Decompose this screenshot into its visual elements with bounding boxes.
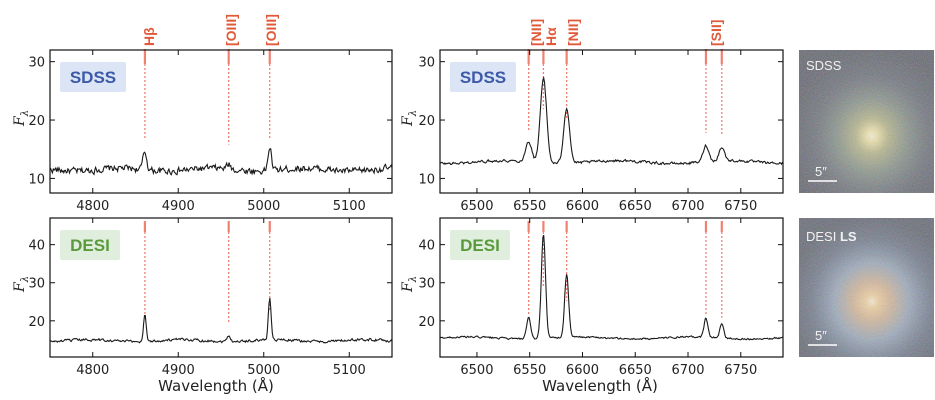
x-tick-label: 5100 [333, 363, 366, 378]
survey-badge [60, 62, 126, 92]
x-tick-label: 6600 [566, 199, 599, 214]
sdss-galaxy-image: SDSS 5″ [799, 50, 934, 193]
x-tick-label: 5000 [247, 199, 280, 214]
x-axis-label-right: Wavelength (Å) [542, 376, 658, 395]
line-label-oiii-4959: [OIII] [223, 14, 239, 46]
x-tick-label: 6650 [619, 199, 652, 214]
y-tick-label: 40 [28, 239, 45, 254]
sdss-image-label: SDSS [806, 58, 842, 73]
x-tick-label: 6550 [513, 199, 546, 214]
panel-desi-blue: DESI 4800 4900 5000 5100 20 30 40 [28, 217, 393, 378]
survey-badge [60, 230, 120, 260]
survey-badge-label: DESI [460, 236, 500, 255]
y-tick-label: 30 [418, 277, 435, 292]
x-tick-label: 6600 [566, 363, 599, 378]
x-tick-label: 4800 [76, 363, 109, 378]
x-tick-label: 6550 [513, 363, 546, 378]
survey-badge-label: DESI [70, 236, 110, 255]
y-axis-label-top-right: Fλ [400, 110, 419, 127]
desi-ls-galaxy-image: DESI LS 5″ [799, 218, 934, 357]
y-tick-label: 40 [418, 239, 435, 254]
x-tick-label: 5100 [333, 199, 366, 214]
line-label-sii: [SII] [708, 20, 724, 46]
x-tick-label: 6700 [671, 199, 704, 214]
x-tick-label: 6750 [724, 363, 757, 378]
y-tick-label: 30 [28, 277, 45, 292]
x-tick-label: 6700 [671, 363, 704, 378]
panel-sdss-red: SDSS 6500 6550 6600 6650 6700 6750 10 20 30 [418, 49, 784, 214]
y-tick-label: 10 [418, 172, 435, 187]
y-tick-label: 10 [28, 172, 45, 187]
line-label-hbeta: Hβ [141, 27, 157, 46]
line-label-halpha: Hα [543, 27, 559, 46]
sdss-image-scale-label: 5″ [815, 164, 827, 179]
survey-badge [450, 62, 516, 92]
axes-frame [439, 217, 784, 358]
y-tick-label: 20 [28, 114, 45, 129]
x-tick-label: 6650 [619, 363, 652, 378]
line-labels: Hβ [OIII] [OIII] [NII] Hα [NII] [SII] [141, 14, 724, 46]
line-label-oiii-5007: [OIII] [263, 14, 279, 46]
desi-ls-image-scale-label: 5″ [815, 328, 827, 343]
x-axis-label-left: Wavelength (Å) [158, 376, 274, 395]
y-tick-label: 20 [28, 315, 45, 330]
line-label-nii-6585: [NII] [565, 19, 581, 46]
x-tick-label: 6750 [724, 199, 757, 214]
x-tick-label: 6500 [460, 199, 493, 214]
y-tick-label: 30 [28, 56, 45, 71]
panel-sdss-blue: SDSS 4800 4900 5000 5100 10 20 30 [28, 49, 393, 214]
x-tick-label: 4900 [162, 363, 195, 378]
survey-badge-label: SDSS [70, 68, 116, 87]
y-tick-label: 20 [418, 114, 435, 129]
spectrum-line [49, 148, 393, 176]
y-axis-label-bottom-left: Fλ [12, 276, 31, 293]
panel-desi-red: DESI 6500 6550 6600 6650 6700 6750 20 30 40 [418, 217, 784, 378]
axes-frame [439, 49, 784, 194]
survey-badge [450, 230, 510, 260]
x-tick-label: 4900 [162, 199, 195, 214]
y-tick-label: 30 [418, 56, 435, 71]
spectrum-line [49, 298, 393, 344]
line-label-nii-6549: [NII] [528, 19, 544, 46]
y-axis-label-bottom-right: Fλ [400, 276, 419, 293]
x-tick-label: 5000 [247, 363, 280, 378]
desi-ls-image-label: DESI LS [806, 229, 857, 244]
survey-badge-label: SDSS [460, 68, 506, 87]
y-axis-label-top-left: Fλ [12, 110, 31, 127]
spectrum-line [439, 76, 784, 166]
y-axis-labels: Fλ Fλ Fλ Fλ [12, 110, 419, 293]
axes-frame [49, 49, 393, 194]
spectrum-line [439, 234, 784, 341]
x-tick-label: 6500 [460, 363, 493, 378]
x-tick-label: 4800 [76, 199, 109, 214]
y-tick-label: 20 [418, 315, 435, 330]
axes-frame [49, 217, 393, 358]
